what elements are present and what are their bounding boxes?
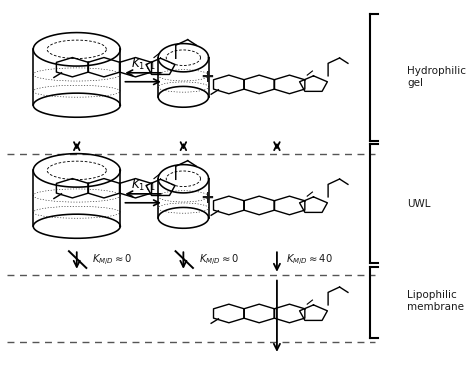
Text: $K_{M/D}\approx 0$: $K_{M/D}\approx 0$ <box>199 253 239 268</box>
Text: $K_{M/D}\approx 0$: $K_{M/D}\approx 0$ <box>92 253 133 268</box>
Text: $K_{M/D}\approx 40$: $K_{M/D}\approx 40$ <box>286 253 333 268</box>
Text: Hydrophilic
gel: Hydrophilic gel <box>408 67 466 88</box>
Text: +: + <box>201 68 214 86</box>
Text: $K_{1:1}$: $K_{1:1}$ <box>131 178 156 194</box>
Text: +: + <box>201 189 214 207</box>
Text: Lipophilic
membrane: Lipophilic membrane <box>408 290 465 311</box>
Text: UWL: UWL <box>408 199 431 209</box>
Text: $K_{1:1}$: $K_{1:1}$ <box>131 57 156 73</box>
